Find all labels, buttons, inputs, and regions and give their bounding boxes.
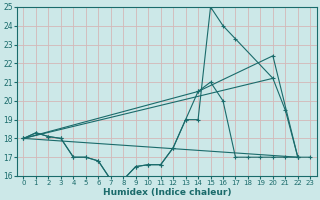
X-axis label: Humidex (Indice chaleur): Humidex (Indice chaleur) [103, 188, 231, 197]
